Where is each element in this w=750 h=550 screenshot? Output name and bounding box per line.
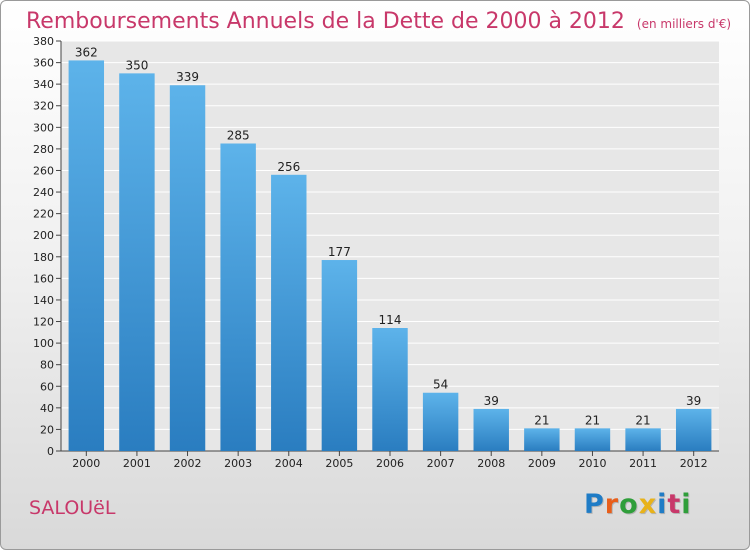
x-tick-label: 2004 — [275, 457, 303, 470]
town-name: SALOUëL — [29, 497, 116, 519]
bar-value-label: 114 — [379, 313, 402, 327]
bar — [675, 408, 712, 451]
logo-letter: P — [584, 489, 605, 520]
bar-value-label: 39 — [484, 394, 499, 408]
bar — [220, 143, 256, 451]
y-tick-label: 180 — [33, 251, 54, 264]
y-tick-label: 260 — [33, 164, 54, 177]
x-tick-label: 2001 — [123, 457, 151, 470]
logo-letter: x — [638, 489, 658, 520]
bar — [68, 60, 105, 451]
bar — [422, 392, 459, 451]
chart-unit-label: (en milliers d'€) — [636, 17, 732, 31]
bar — [372, 328, 408, 451]
y-tick-label: 20 — [40, 423, 54, 436]
logo-letter: i — [657, 489, 668, 520]
bar — [625, 428, 661, 451]
x-tick-label: 2009 — [528, 457, 556, 470]
bar-value-label: 362 — [75, 45, 98, 59]
y-tick-label: 300 — [33, 121, 54, 134]
bar — [473, 408, 509, 451]
bar — [574, 428, 611, 451]
x-tick-label: 2006 — [376, 457, 404, 470]
y-tick-label: 200 — [33, 229, 54, 242]
bar-value-label: 21 — [534, 413, 549, 427]
y-tick-label: 320 — [33, 100, 54, 113]
bar-value-label: 256 — [277, 160, 300, 174]
bar — [321, 260, 358, 451]
chart-title-text: Remboursements Annuels de la Dette de 20… — [26, 9, 625, 34]
bar — [119, 73, 155, 452]
bar-value-label: 285 — [227, 129, 250, 143]
x-tick-label: 2010 — [578, 457, 606, 470]
y-tick-label: 240 — [33, 186, 54, 199]
x-tick-label: 2002 — [174, 457, 202, 470]
x-tick-label: 2008 — [477, 457, 505, 470]
logo-letter: o — [619, 489, 639, 520]
x-tick-label: 2011 — [629, 457, 657, 470]
y-tick-label: 220 — [33, 208, 54, 221]
x-tick-label: 2000 — [72, 457, 100, 470]
y-tick-label: 160 — [33, 272, 54, 285]
bar-value-label: 21 — [635, 413, 650, 427]
x-tick-label: 2005 — [325, 457, 353, 470]
bar-value-label: 339 — [176, 70, 199, 84]
logo-letter: r — [604, 489, 620, 520]
x-tick-label: 2012 — [680, 457, 708, 470]
logo-letter: i — [681, 489, 692, 520]
bar-value-label: 177 — [328, 245, 351, 259]
y-tick-label: 280 — [33, 143, 54, 156]
logo-letter: t — [667, 489, 682, 520]
y-tick-label: 340 — [33, 78, 54, 91]
x-tick-label: 2007 — [427, 457, 455, 470]
y-tick-label: 100 — [33, 337, 54, 350]
y-tick-label: 40 — [40, 402, 54, 415]
bar — [271, 174, 307, 451]
chart-title: Remboursements Annuels de la Dette de 20… — [26, 9, 731, 34]
y-tick-label: 360 — [33, 57, 54, 70]
y-tick-label: 120 — [33, 316, 54, 329]
proxiti-logo: Proxiti — [584, 489, 692, 520]
x-tick-label: 2003 — [224, 457, 252, 470]
y-tick-label: 60 — [40, 380, 54, 393]
bar — [524, 428, 560, 451]
bar — [169, 85, 206, 451]
bar-value-label: 350 — [125, 58, 148, 72]
y-tick-label: 140 — [33, 294, 54, 307]
y-tick-label: 0 — [47, 445, 54, 458]
y-tick-label: 380 — [33, 35, 54, 48]
y-tick-label: 80 — [40, 359, 54, 372]
bar-value-label: 39 — [686, 394, 701, 408]
bar-value-label: 54 — [433, 378, 448, 392]
bar-value-label: 21 — [585, 413, 600, 427]
